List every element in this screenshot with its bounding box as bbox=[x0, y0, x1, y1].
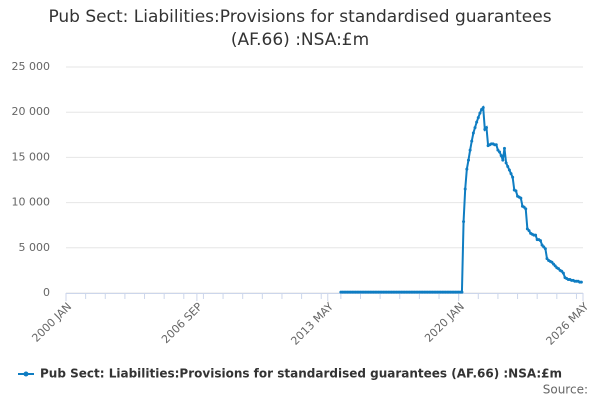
data-point bbox=[462, 220, 466, 224]
data-point bbox=[468, 148, 472, 152]
data-point bbox=[470, 139, 474, 143]
x-tick-label: 2013 MAY bbox=[288, 300, 336, 348]
data-point bbox=[543, 247, 547, 251]
source: Source: bbox=[543, 383, 588, 397]
data-point bbox=[511, 175, 515, 179]
chart-title: Pub Sect: Liabilities:Provisions for sta… bbox=[48, 7, 552, 50]
data-point bbox=[473, 126, 477, 130]
x-tick-label: 2000 JAN bbox=[29, 300, 74, 345]
data-point bbox=[524, 207, 528, 211]
data-point bbox=[478, 111, 482, 115]
y-tick-label: 15 000 bbox=[12, 150, 51, 163]
legend-label: Pub Sect: Liabilities:Provisions for sta… bbox=[40, 367, 562, 381]
data-point bbox=[476, 116, 480, 120]
data-point bbox=[484, 126, 488, 130]
data-point bbox=[475, 120, 479, 124]
y-tick-label: 10 000 bbox=[12, 196, 51, 209]
data-point bbox=[465, 167, 469, 171]
data-point bbox=[534, 233, 538, 237]
x-tick-label: 2026 MAY bbox=[544, 300, 592, 348]
x-tick-label: 2006 SEP bbox=[159, 300, 205, 346]
y-tick-label: 25 000 bbox=[12, 60, 51, 73]
series-line bbox=[340, 105, 582, 294]
data-point bbox=[507, 168, 511, 172]
data-point bbox=[561, 271, 565, 275]
data-point bbox=[527, 229, 531, 233]
data-point bbox=[579, 280, 583, 284]
data-point bbox=[509, 172, 513, 176]
data-point bbox=[471, 131, 475, 135]
data-point bbox=[466, 158, 470, 162]
data-point bbox=[502, 146, 506, 150]
data-point bbox=[538, 239, 542, 243]
y-tick-label: 20 000 bbox=[12, 105, 51, 118]
y-tick-label: 5 000 bbox=[19, 241, 51, 254]
data-point bbox=[514, 189, 518, 193]
data-point bbox=[460, 290, 464, 294]
data-point bbox=[463, 187, 467, 191]
data-point bbox=[499, 154, 503, 158]
data-point bbox=[481, 106, 485, 110]
legend-marker bbox=[23, 371, 29, 377]
data-point bbox=[494, 143, 498, 147]
y-tick-label: 0 bbox=[43, 286, 50, 299]
data-point bbox=[519, 196, 523, 200]
data-point bbox=[506, 164, 510, 168]
x-tick-label: 2020 JAN bbox=[422, 300, 467, 345]
data-point bbox=[504, 161, 508, 165]
data-point bbox=[501, 158, 505, 162]
data-point bbox=[498, 150, 502, 154]
